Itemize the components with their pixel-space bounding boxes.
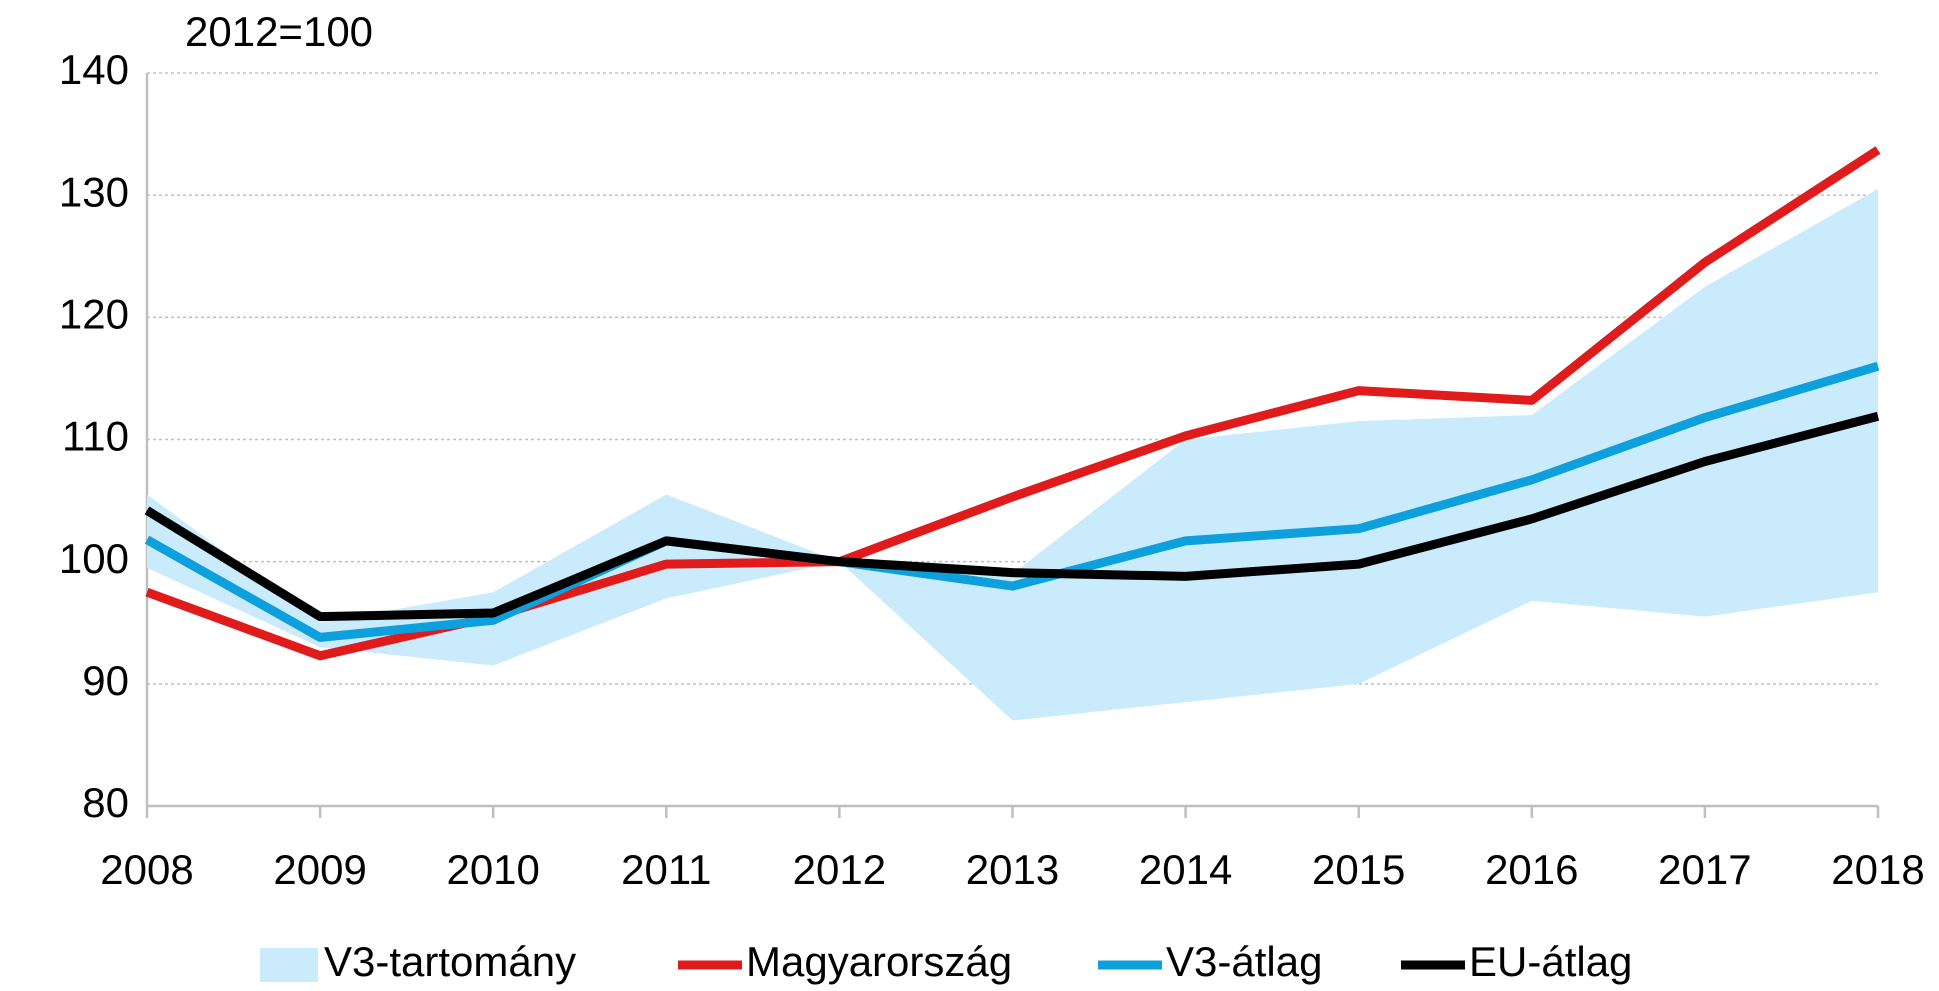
x-tick-label: 2012: [793, 846, 886, 893]
x-tick-label: 2011: [621, 846, 711, 893]
legend-swatch: [260, 948, 318, 982]
x-tick-label: 2013: [966, 846, 1059, 893]
x-tick-label: 2010: [446, 846, 539, 893]
legend-label: V3-tartomány: [324, 938, 576, 985]
x-tick-label: 2015: [1312, 846, 1405, 893]
x-tick-label: 2014: [1139, 846, 1232, 893]
x-tick-label: 2018: [1831, 846, 1924, 893]
series-line: [144, 411, 1880, 622]
y-tick-label: 100: [59, 535, 129, 582]
series-line: [144, 361, 1880, 642]
y-tick-label: 80: [82, 779, 129, 826]
y-tick-label: 130: [59, 168, 129, 215]
chart-subtitle: 2012=100: [185, 8, 373, 55]
legend-label: EU-átlag: [1469, 938, 1632, 985]
x-tick-label: 2008: [100, 846, 193, 893]
y-tick-label: 140: [59, 46, 129, 93]
x-tick-label: 2009: [273, 846, 366, 893]
x-tick-label: 2017: [1658, 846, 1751, 893]
y-tick-label: 110: [62, 413, 129, 460]
x-tick-label: 2016: [1485, 846, 1578, 893]
legend-label: V3-átlag: [1166, 938, 1322, 985]
legend-label: Magyarország: [746, 938, 1012, 985]
y-tick-label: 90: [82, 657, 129, 704]
y-tick-label: 120: [59, 290, 129, 337]
